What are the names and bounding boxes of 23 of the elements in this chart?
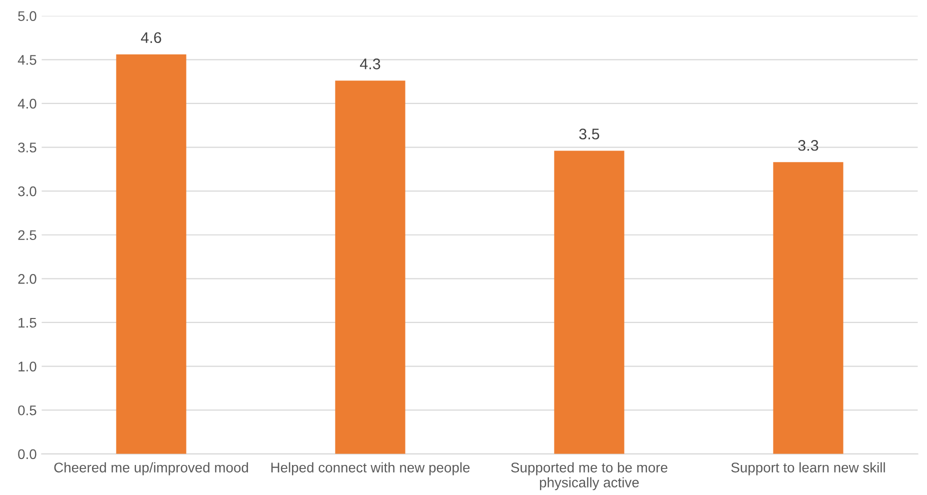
text: 0.0 (18, 449, 36, 460)
bar (554, 150, 624, 454)
bar (335, 80, 406, 454)
x-tick-label: Helped connect with new people (271, 462, 470, 476)
data-label: 3.5 (579, 128, 600, 140)
text: 4.0 (18, 98, 36, 109)
text: 2.0 (18, 274, 36, 284)
bar (773, 162, 844, 454)
text: 5.0 (18, 11, 36, 22)
x-tick-label: Support to learn new skill (731, 462, 885, 476)
data-label: 4.6 (140, 32, 162, 44)
bar (116, 54, 186, 454)
text: 3.0 (18, 186, 36, 196)
text: 1.0 (18, 362, 36, 372)
data-label: 3.3 (798, 140, 818, 151)
text: 2.5 (18, 230, 36, 240)
text: 4.5 (18, 55, 36, 65)
x-tick-label: Supported me to be more physically active (511, 462, 668, 490)
text: 3.5 (18, 142, 36, 152)
text: 0.5 (18, 405, 36, 416)
text: 1.5 (18, 318, 36, 328)
x-tick-label: Cheered me up/improved mood (54, 462, 248, 476)
data-label: 4.3 (360, 58, 380, 70)
